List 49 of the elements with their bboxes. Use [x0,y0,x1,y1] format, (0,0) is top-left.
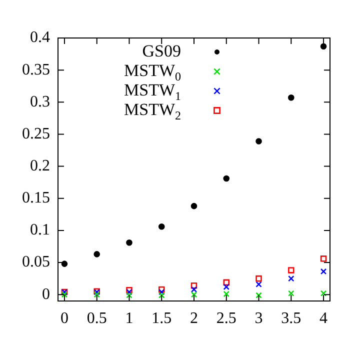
x-tick-label: 1 [125,310,134,327]
y-tick-label: 0.05 [22,254,50,271]
x-tick-label: 2.5 [216,310,236,327]
point [288,267,294,274]
point [288,94,294,101]
point [320,268,327,275]
point [94,251,100,258]
x-tick-label: 2 [190,310,198,327]
point [190,286,198,293]
point [223,284,230,290]
point [223,290,230,298]
point [158,288,165,296]
point [256,138,262,144]
y-tick-label: 0 [42,286,50,303]
x-tick-label: 0.5 [86,310,107,327]
point [126,239,132,246]
y-tick-label: 0.15 [22,190,50,207]
point [94,291,100,298]
y-tick-label: 0.2 [30,157,50,174]
point [158,292,165,298]
point [256,281,262,288]
y-tick-label: 0.35 [22,61,50,78]
point [223,279,230,286]
point [256,275,262,282]
point [158,286,165,293]
y-tick-label: 0.25 [22,125,50,142]
point [320,290,327,296]
point [223,175,230,182]
point [256,292,262,298]
y-tick-label: 0.4 [30,29,50,46]
point [61,291,68,298]
y-tick-label: 0.3 [30,93,50,110]
x-tick-label: 0 [60,310,68,327]
point [320,43,327,50]
legend-label: GS09 [142,41,182,60]
point [126,292,132,298]
point [190,202,198,210]
point [190,282,198,289]
point [320,256,327,262]
x-tick-label: 1.5 [152,310,172,327]
x-tick-label: 3.5 [281,310,302,327]
point [288,275,294,282]
point [61,260,68,267]
y-tick-label: 0.1 [30,222,50,239]
x-tick-label: 4 [320,310,328,327]
point [288,290,294,296]
point [158,223,165,230]
point [190,291,198,298]
x-tick-label: 3 [254,310,263,327]
